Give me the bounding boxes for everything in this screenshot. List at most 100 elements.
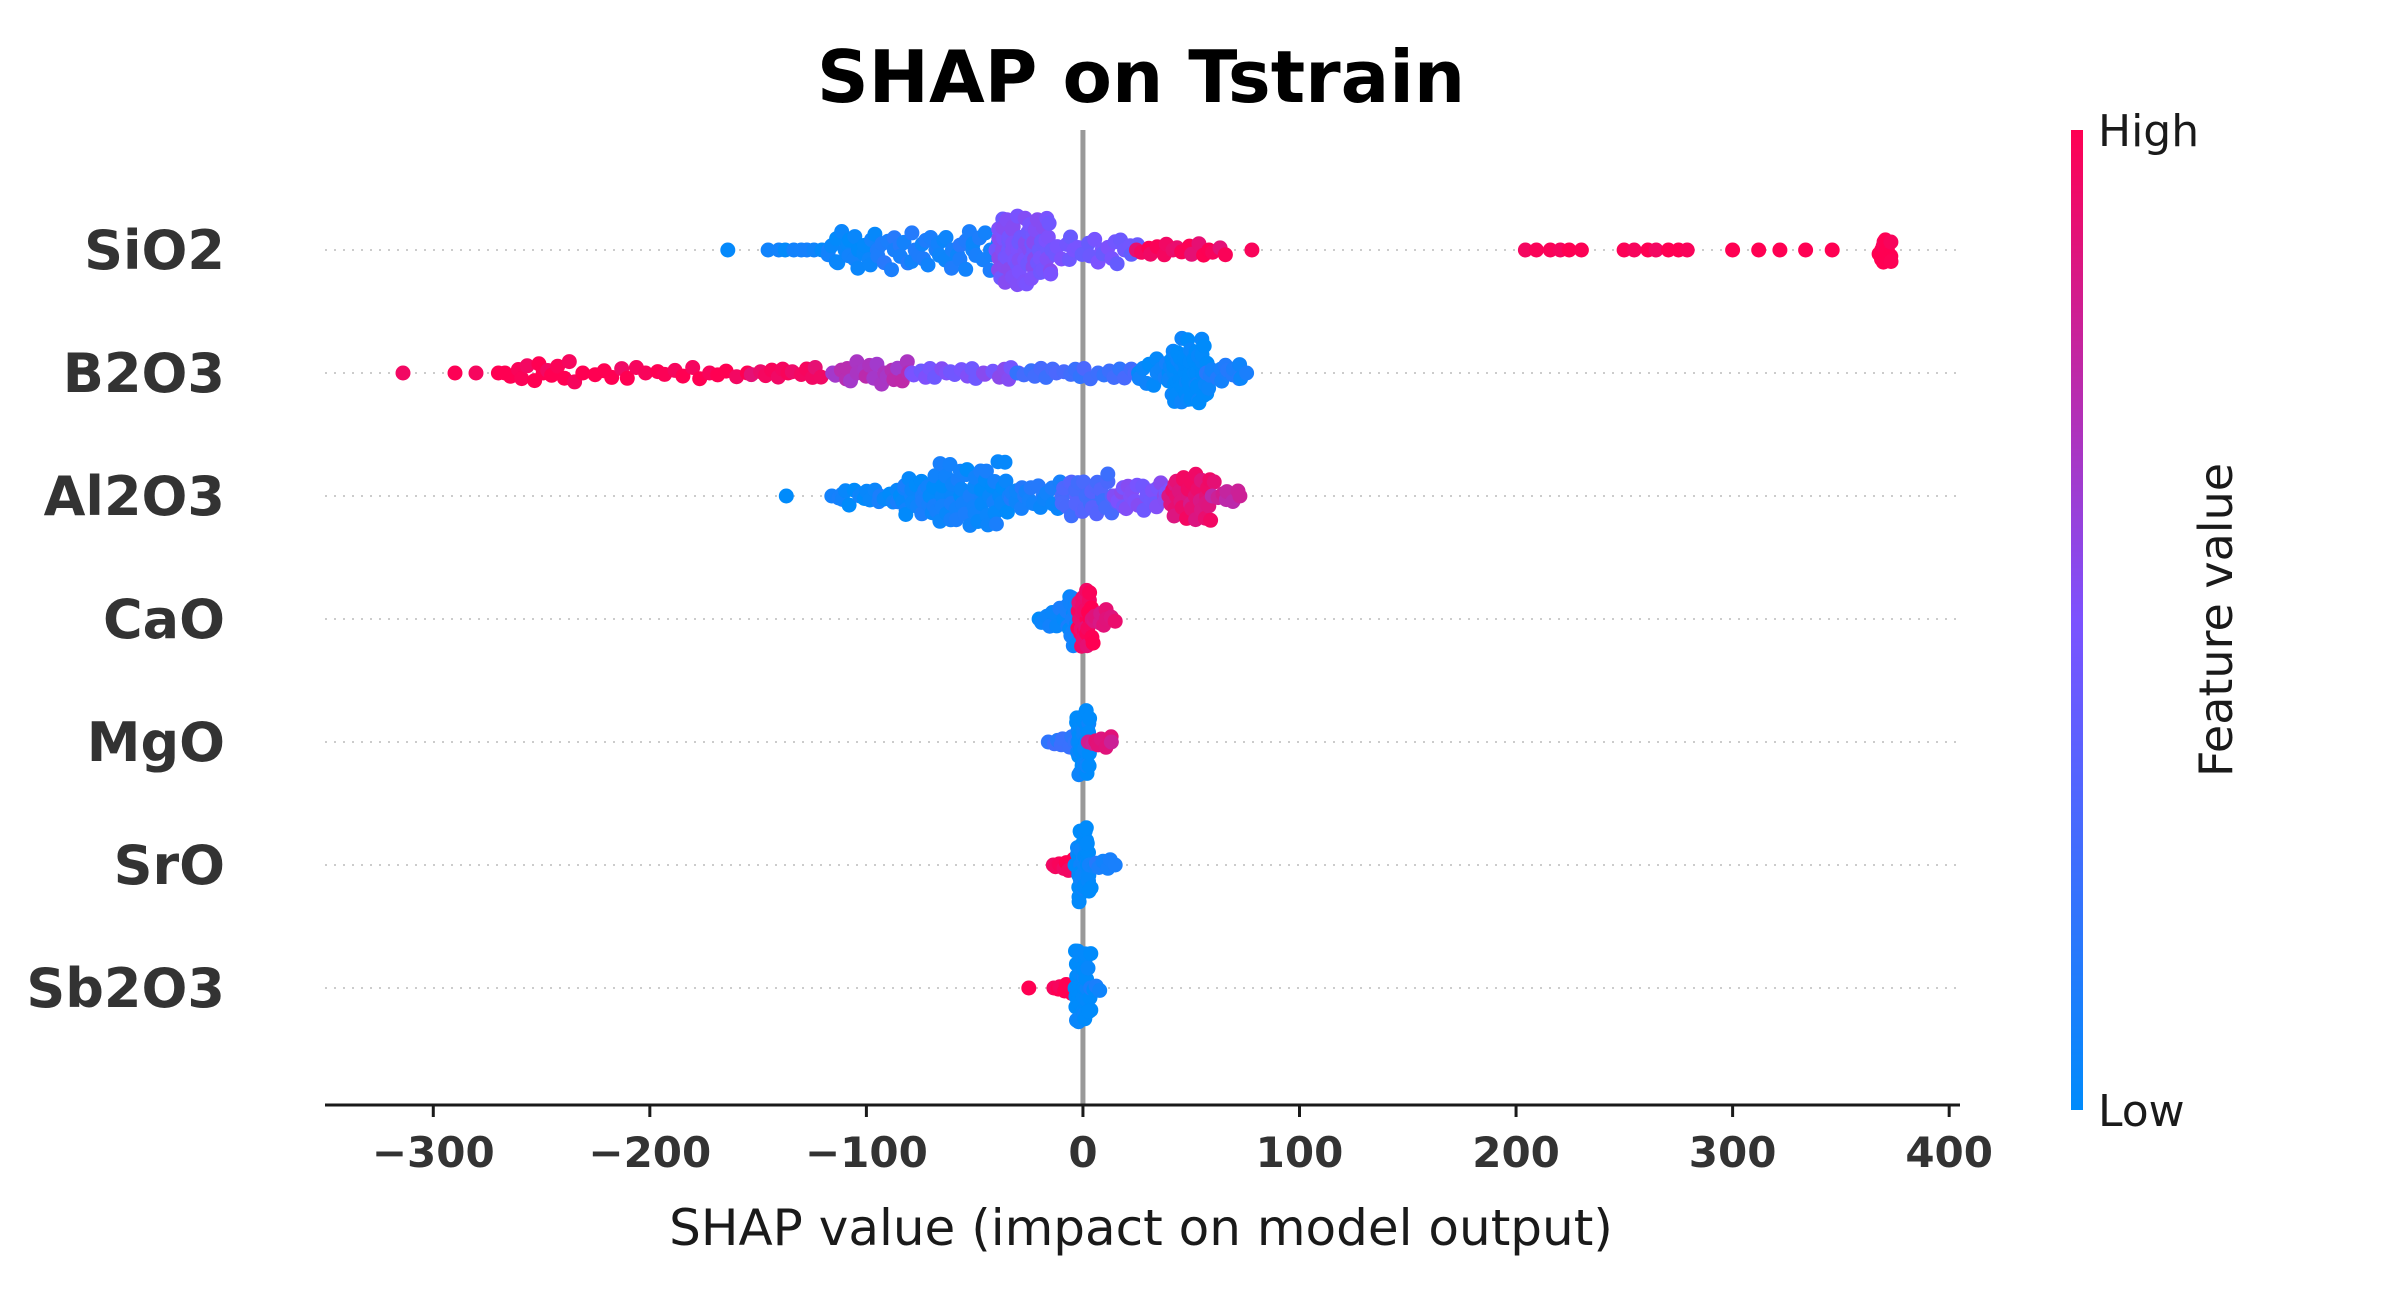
point-sio2 — [1244, 242, 1260, 258]
point-sio2 — [1883, 254, 1899, 269]
point-sio2 — [1043, 266, 1059, 282]
point-sro — [1079, 835, 1095, 851]
point-sio2 — [1561, 242, 1577, 258]
point-al2o3 — [778, 488, 794, 504]
point-sio2 — [1109, 256, 1125, 272]
point-sro — [1071, 894, 1087, 910]
colorbar — [2071, 130, 2083, 1110]
point-sro — [1107, 857, 1123, 873]
feature-labels: SiO2 B2O3 Al2O3 CaO MgO SrO Sb2O3 — [26, 219, 225, 1020]
point-sio2 — [1883, 234, 1899, 250]
point-sio2 — [977, 225, 993, 241]
point-b2o3 — [447, 365, 463, 381]
x-tick-label: 200 — [1472, 1128, 1560, 1177]
point-al2o3 — [988, 516, 1004, 532]
point-b2o3 — [1146, 377, 1162, 393]
feature-label-sio2: SiO2 — [84, 219, 225, 282]
point-sb2o3 — [1080, 960, 1096, 976]
point-sio2 — [1217, 247, 1233, 263]
point-al2o3 — [997, 454, 1013, 470]
x-tick-label: 400 — [1905, 1128, 1993, 1177]
point-sio2 — [1184, 246, 1200, 262]
point-sio2 — [1824, 242, 1840, 258]
point-al2o3 — [998, 473, 1014, 489]
colorbar-low-label: Low — [2098, 1086, 2185, 1137]
point-sio2 — [1772, 242, 1788, 258]
point-b2o3 — [550, 358, 566, 374]
point-sio2 — [958, 261, 974, 277]
point-sio2 — [830, 255, 846, 271]
point-al2o3 — [898, 507, 914, 522]
x-tick-label: −300 — [372, 1128, 495, 1177]
point-sio2 — [1725, 242, 1741, 258]
point-b2o3 — [468, 365, 484, 381]
point-sro — [1078, 820, 1094, 836]
point-sb2o3 — [1092, 982, 1108, 998]
feature-label-sro: SrO — [114, 834, 225, 897]
point-sio2 — [904, 225, 920, 241]
x-tick-label: −200 — [588, 1128, 711, 1177]
feature-label-al2o3: Al2O3 — [44, 465, 225, 528]
point-sio2 — [760, 242, 776, 258]
point-sio2 — [850, 260, 866, 276]
point-sio2 — [1087, 231, 1103, 247]
point-b2o3 — [619, 370, 635, 386]
feature-label-cao: CaO — [103, 588, 225, 651]
feature-label-b2o3: B2O3 — [63, 342, 225, 405]
point-mgo — [1103, 734, 1119, 750]
point-b2o3 — [575, 365, 591, 381]
point-al2o3 — [999, 504, 1015, 520]
x-tick-label: 100 — [1256, 1128, 1344, 1177]
point-mgo — [1082, 710, 1098, 726]
point-al2o3 — [1206, 474, 1222, 490]
point-cao — [1085, 635, 1101, 651]
point-sio2 — [1573, 242, 1589, 258]
point-sio2 — [847, 229, 863, 245]
chart-title: SHAP on Tstrain — [817, 35, 1465, 119]
point-b2o3 — [395, 365, 411, 381]
point-sio2 — [1063, 229, 1078, 245]
point-b2o3 — [813, 369, 829, 385]
point-b2o3 — [685, 360, 701, 375]
point-sio2 — [1798, 242, 1814, 258]
point-b2o3 — [604, 369, 620, 385]
point-b2o3 — [1201, 380, 1217, 396]
point-sio2 — [1751, 242, 1767, 258]
point-b2o3 — [514, 371, 530, 387]
point-sb2o3 — [1081, 1003, 1097, 1019]
point-sio2 — [1041, 215, 1057, 231]
point-al2o3 — [978, 463, 994, 479]
x-tick-label: −100 — [805, 1128, 928, 1177]
point-b2o3 — [899, 354, 915, 370]
feature-label-mgo: MgO — [87, 711, 225, 774]
colorbar-high-label: High — [2098, 106, 2199, 157]
x-tick-label: 300 — [1689, 1128, 1777, 1177]
point-b2o3 — [1239, 365, 1255, 381]
point-b2o3 — [675, 368, 691, 384]
point-sio2 — [1528, 242, 1544, 258]
point-sio2 — [1040, 229, 1056, 245]
point-al2o3 — [1100, 466, 1116, 482]
point-sio2 — [1626, 242, 1642, 258]
point-b2o3 — [1196, 338, 1212, 354]
point-sio2 — [1648, 242, 1664, 258]
point-sb2o3 — [1083, 946, 1099, 962]
point-sro — [1083, 880, 1099, 896]
point-sio2 — [1679, 242, 1695, 258]
point-cao — [1082, 585, 1098, 601]
point-b2o3 — [638, 365, 654, 381]
feature-label-sb2o3: Sb2O3 — [26, 957, 225, 1020]
point-al2o3 — [1232, 488, 1248, 504]
x-axis-ticks: −300 −200 −100 0 100 200 300 400 — [372, 1105, 1993, 1177]
point-b2o3 — [561, 354, 577, 370]
point-cao — [1107, 613, 1123, 629]
point-sio2 — [920, 257, 936, 273]
x-tick-label: 0 — [1068, 1128, 1097, 1177]
point-sb2o3 — [1021, 980, 1037, 996]
point-sio2 — [938, 230, 954, 245]
point-sio2 — [884, 262, 899, 278]
x-axis-label: SHAP value (impact on model output) — [669, 1199, 1613, 1257]
point-mgo — [1081, 758, 1097, 774]
colorbar-title: Feature value — [2189, 463, 2243, 777]
